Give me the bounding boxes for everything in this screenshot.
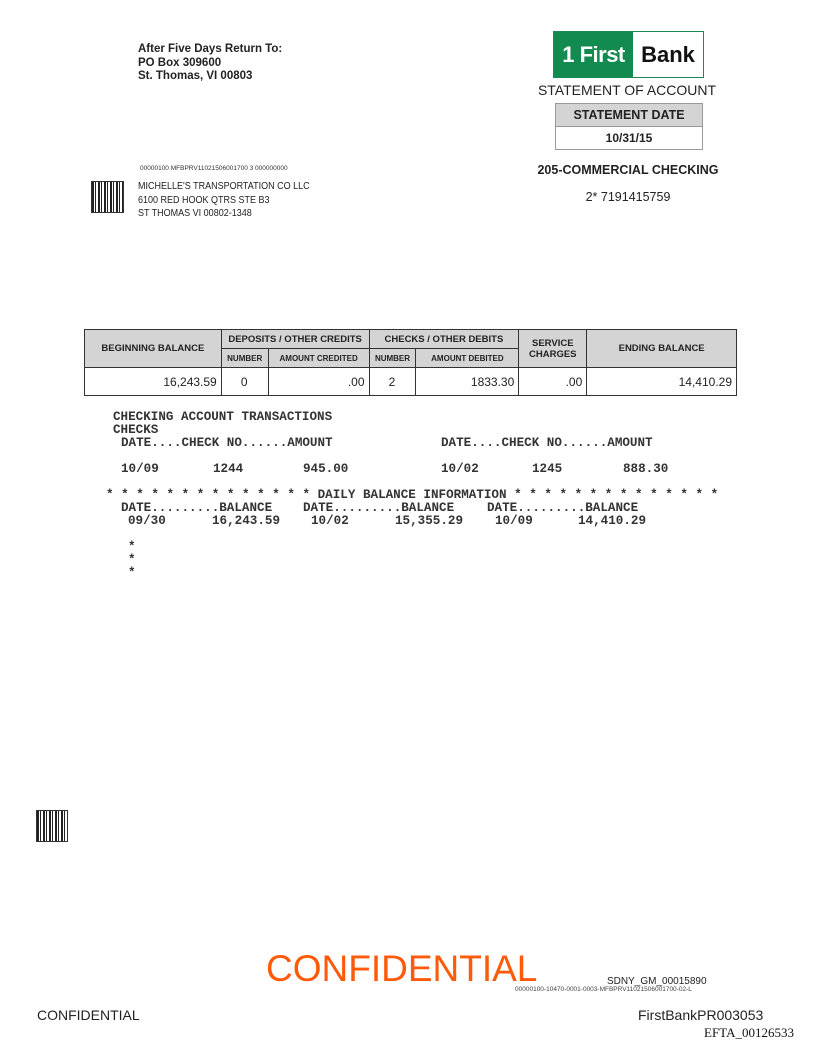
- city: ST THOMAS VI 00802-1348: [138, 208, 252, 219]
- statement-date-label: STATEMENT DATE: [556, 104, 702, 127]
- header-beginning: BEGINNING BALANCE: [84, 329, 222, 368]
- checks-number: 2: [368, 367, 417, 396]
- header-number: NUMBER: [368, 348, 417, 368]
- mailing-code: 00000100 MFBPRV11021506001700 3 00000000…: [140, 165, 288, 172]
- production-id: FirstBankPR003053: [638, 1007, 764, 1023]
- addressee: MICHELLE'S TRANSPORTATION CO LLC: [138, 181, 310, 192]
- firstbank-logo: 1 First Bank: [553, 31, 704, 78]
- daily-balance: 15,355.29: [395, 514, 464, 528]
- daily-col-header: DATE.........BALANCE: [121, 501, 273, 515]
- check-date: 10/09: [121, 462, 159, 476]
- star: *: [128, 540, 136, 554]
- beginning-balance: 16,243.59: [84, 367, 222, 396]
- statement-date-value: 10/31/15: [605, 131, 653, 145]
- daily-date: 10/02: [311, 514, 349, 528]
- transactions-title: CHECKING ACCOUNT TRANSACTIONS: [113, 410, 333, 424]
- daily-date: 10/09: [495, 514, 533, 528]
- doc-code: 00000100-10470-0001-0003-MFBPRV110215060…: [515, 986, 692, 993]
- header-number: NUMBER: [220, 348, 269, 368]
- statement-date-box: STATEMENT DATE 10/31/15: [555, 103, 703, 150]
- confidential-label: CONFIDENTIAL: [37, 1007, 140, 1023]
- return-line: St. Thomas, VI 00803: [138, 70, 253, 82]
- statement-title: STATEMENT OF ACCOUNT: [537, 82, 717, 98]
- daily-balance-banner: * * * * * * * * * * * * * * DAILY BALANC…: [106, 488, 719, 502]
- efta-id: EFTA_00126533: [704, 1025, 794, 1040]
- header-deposits: DEPOSITS / OTHER CREDITS: [220, 329, 370, 349]
- return-address: After Five Days Return To: PO Box 309600…: [138, 43, 282, 84]
- checks-heading: CHECKS: [113, 423, 159, 437]
- check-number: 1244: [213, 462, 244, 476]
- daily-balance: 16,243.59: [212, 514, 281, 528]
- daily-col-header: DATE.........BALANCE: [487, 501, 639, 515]
- check-number: 1245: [532, 462, 563, 476]
- amount-credited: .00: [267, 367, 370, 396]
- balance-summary-table: BEGINNING BALANCE DEPOSITS / OTHER CREDI…: [84, 329, 737, 396]
- check-amount: 888.30: [623, 462, 669, 476]
- logo-left: 1 First: [554, 32, 633, 77]
- daily-col-header: DATE.........BALANCE: [303, 501, 455, 515]
- header-amount-debited: AMOUNT DEBITED: [415, 348, 520, 368]
- street: 6100 RED HOOK QTRS STE B3: [138, 194, 270, 206]
- check-amount: 945.00: [303, 462, 349, 476]
- service-charges: .00: [518, 367, 588, 396]
- header-ending: ENDING BALANCE: [586, 329, 737, 368]
- return-line: PO Box 309600: [138, 56, 222, 69]
- account-number: 2* 7191415759: [585, 190, 671, 204]
- star: *: [128, 553, 136, 567]
- account-type: 205-COMMERCIAL CHECKING: [537, 163, 719, 177]
- checks-col-header: DATE....CHECK NO......AMOUNT: [441, 436, 653, 450]
- barcode-icon: [91, 181, 124, 213]
- deposits-number: 0: [220, 367, 269, 396]
- header-checks: CHECKS / OTHER DEBITS: [368, 329, 520, 349]
- check-date: 10/02: [441, 462, 479, 476]
- barcode-icon: [36, 810, 68, 842]
- return-line: After Five Days Return To:: [138, 43, 283, 55]
- checks-col-header: DATE....CHECK NO......AMOUNT: [121, 436, 333, 450]
- mailing-address: MICHELLE'S TRANSPORTATION CO LLC 6100 RE…: [138, 180, 310, 221]
- daily-date: 09/30: [128, 514, 166, 528]
- header-service: SERVICE CHARGES: [518, 329, 588, 368]
- star: *: [128, 566, 136, 580]
- bates-number: SDNY_GM_00015890: [607, 976, 707, 987]
- daily-balance: 14,410.29: [578, 514, 647, 528]
- logo-right: Bank: [641, 41, 695, 67]
- amount-debited: 1833.30: [415, 367, 520, 396]
- confidential-stamp: CONFIDENTIAL: [266, 948, 538, 989]
- ending-balance: 14,410.29: [586, 367, 737, 396]
- header-amount-credited: AMOUNT CREDITED: [267, 348, 370, 368]
